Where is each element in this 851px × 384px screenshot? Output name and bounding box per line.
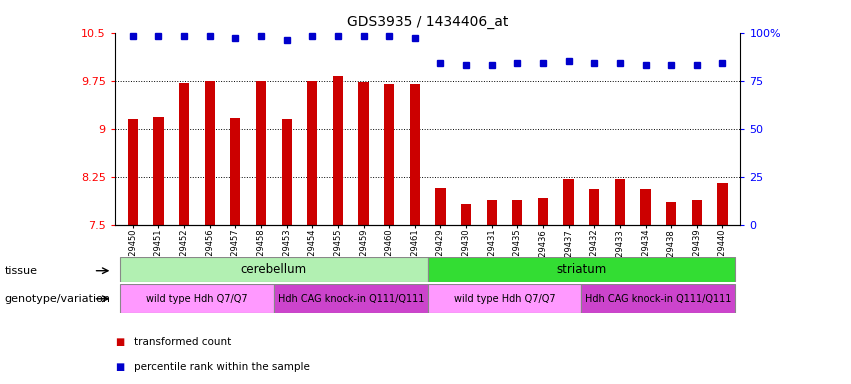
Bar <box>274 284 428 313</box>
Bar <box>614 179 625 225</box>
Bar <box>256 81 266 225</box>
Bar <box>436 188 446 225</box>
Bar <box>461 204 471 225</box>
Bar <box>589 189 599 225</box>
Bar <box>692 200 702 225</box>
Bar <box>641 189 651 225</box>
Bar <box>428 284 581 313</box>
Text: genotype/variation: genotype/variation <box>4 294 111 304</box>
Bar <box>179 83 189 225</box>
Bar <box>120 257 428 282</box>
Bar <box>581 284 735 313</box>
Bar <box>153 117 163 225</box>
Text: cerebellum: cerebellum <box>241 263 307 276</box>
Text: ■: ■ <box>115 337 124 347</box>
Bar <box>282 119 292 225</box>
Text: transformed count: transformed count <box>134 337 231 347</box>
Bar <box>487 200 497 225</box>
Bar <box>538 199 548 225</box>
Bar <box>358 82 368 225</box>
Bar <box>666 202 677 225</box>
Bar <box>428 257 735 282</box>
Bar <box>120 284 274 313</box>
Bar <box>409 84 420 225</box>
Bar <box>384 84 394 225</box>
Bar <box>333 76 343 225</box>
Bar <box>563 179 574 225</box>
Bar <box>717 183 728 225</box>
Text: Hdh CAG knock-in Q111/Q111: Hdh CAG knock-in Q111/Q111 <box>277 293 424 304</box>
Text: striatum: striatum <box>557 263 607 276</box>
Text: percentile rank within the sample: percentile rank within the sample <box>134 362 310 372</box>
Bar <box>231 118 241 225</box>
Text: Hdh CAG knock-in Q111/Q111: Hdh CAG knock-in Q111/Q111 <box>585 293 732 304</box>
Bar <box>512 200 523 225</box>
Bar <box>307 81 317 225</box>
Text: tissue: tissue <box>4 266 37 276</box>
Title: GDS3935 / 1434406_at: GDS3935 / 1434406_at <box>347 15 508 29</box>
Bar <box>128 119 138 225</box>
Text: wild type Hdh Q7/Q7: wild type Hdh Q7/Q7 <box>454 293 556 304</box>
Bar <box>204 81 214 225</box>
Text: ■: ■ <box>115 362 124 372</box>
Text: wild type Hdh Q7/Q7: wild type Hdh Q7/Q7 <box>146 293 248 304</box>
